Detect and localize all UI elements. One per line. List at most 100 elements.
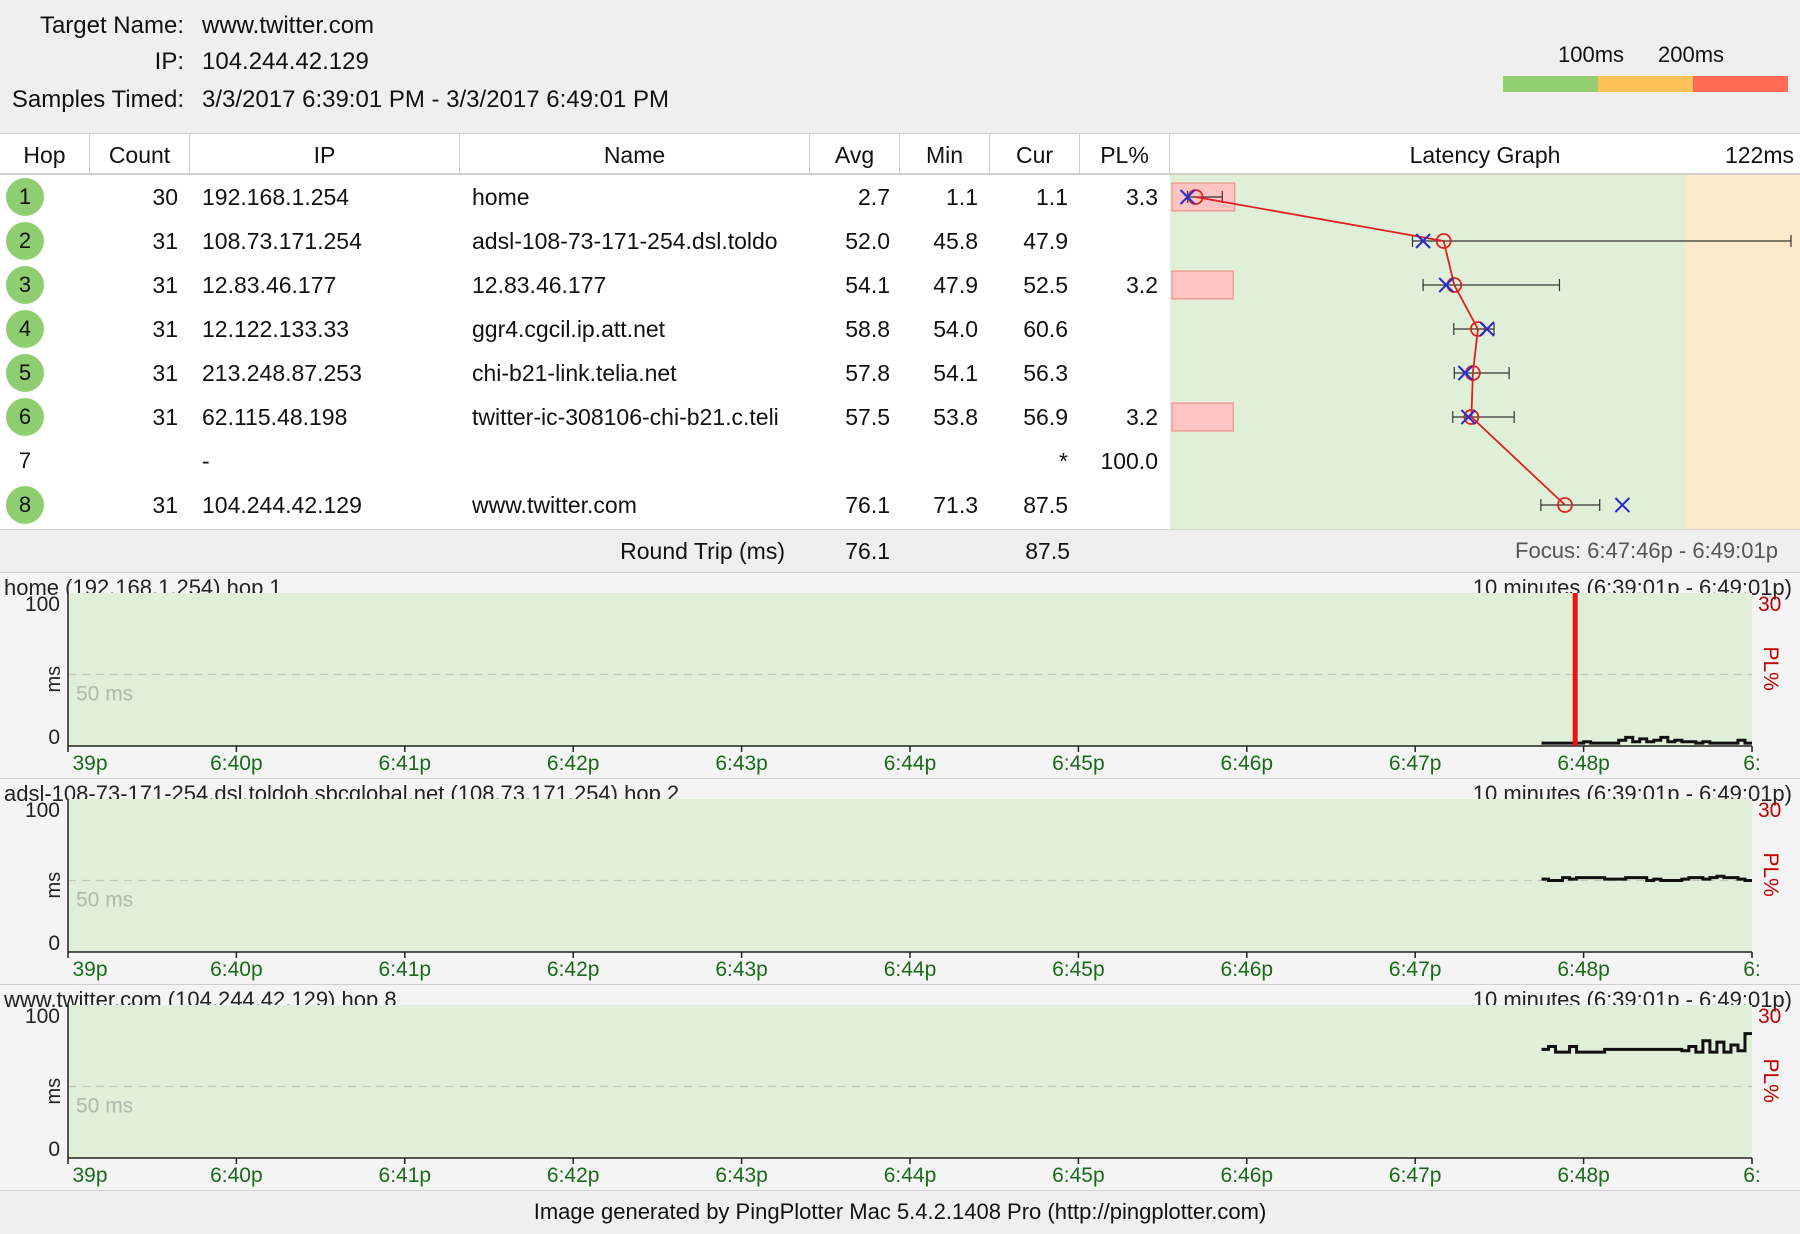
count-cell: 31 (152, 492, 178, 518)
column-header-name[interactable]: Name (460, 134, 810, 174)
summary-header: Target Name: www.twitter.com IP: 104.244… (0, 0, 1800, 133)
column-header-ip[interactable]: IP (190, 134, 460, 174)
avg-cell: 54.1 (845, 272, 890, 298)
cur-cell: 87.5 (1023, 492, 1068, 518)
cur-latency-marker (1457, 365, 1474, 381)
ip-cell: 62.115.48.198 (202, 404, 348, 430)
name-cell: twitter-ic-308106-chi-b21.c.teli (472, 404, 779, 430)
column-header-cur[interactable]: Cur (990, 134, 1080, 174)
latency-series-line (1541, 1032, 1752, 1054)
avg-cell: 57.8 (845, 360, 890, 386)
count-cell: 31 (152, 360, 178, 386)
x-tick-label: 6: (1743, 958, 1761, 981)
column-header-min[interactable]: Min (900, 134, 990, 174)
midline-label: 50 ms (76, 1095, 133, 1118)
x-tick-label: 6:41p (379, 1164, 432, 1187)
cur-cell: 56.3 (1023, 360, 1068, 386)
name-cell: chi-b21-link.telia.net (472, 360, 677, 386)
y-axis-label: ms (43, 872, 65, 899)
table-row[interactable]: 6 31 62.115.48.198 twitter-ic-308106-chi-b2… (0, 395, 1170, 439)
column-header-avg[interactable]: Avg (810, 134, 900, 174)
footer-credit: Image generated by PingPlotter Mac 5.4.2… (0, 1191, 1800, 1234)
x-tick-label: 6:45p (1052, 752, 1105, 775)
table-row[interactable]: 5 31 213.248.87.253 chi-b21-link.telia.net 5… (0, 351, 1170, 395)
y-axis-label: ms (43, 666, 65, 693)
cur-cell: 52.5 (1023, 272, 1068, 298)
avg-latency-point (1470, 321, 1486, 337)
table-row[interactable]: 4 31 12.122.133.33 ggr4.cgcil.ip.att.net 58.… (0, 307, 1170, 351)
ip-value: 104.244.42.129 (202, 48, 369, 75)
avg-latency-point (1435, 233, 1452, 249)
ip-cell: 12.122.133.33 (202, 316, 350, 342)
table-row[interactable]: 3 31 12.83.46.177 12.83.46.177 54.1 47.9 52.5 3… (0, 263, 1170, 307)
column-header-hop[interactable]: Hop (0, 134, 90, 174)
ip-label: IP: (154, 48, 184, 75)
legend-warn-segment (1598, 76, 1693, 92)
x-tick-label: 6:46p (1221, 958, 1274, 981)
cur-latency-marker (1438, 277, 1454, 293)
hop-time-graph[interactable]: www.twitter.com (104.244.42.129) hop 8 10… (0, 985, 1800, 1191)
x-tick-label: 6:44p (884, 752, 937, 775)
pl-max-label: 30 (1758, 593, 1781, 616)
table-row[interactable]: 2 31 108.73.171.254 adsl-108-73-171-254.dsl… (0, 219, 1170, 263)
pl-cell (1080, 219, 1158, 263)
x-tick-label: 6:45p (1052, 1164, 1105, 1187)
hop-time-graph[interactable]: adsl-108-73-171-254.dsl.toldoh.sbcglobal… (0, 779, 1800, 985)
legend-good-segment (1503, 76, 1598, 92)
round-trip-row: Round Trip (ms) 76.1 87.5 Focus: 6:47:46… (0, 529, 1800, 573)
table-row[interactable]: 1 30 192.168.1.254 home 2.7 1.1 1.1 3.3 (0, 175, 1170, 219)
latency-graph-max-label: 122ms (1724, 142, 1794, 168)
x-tick-label: 6: (1743, 752, 1761, 775)
hop-time-graph[interactable]: home (192.168.1.254) hop 1 10 minutes (6:… (0, 573, 1800, 779)
hop-number: 2 (6, 222, 44, 260)
x-tick-label: 6:47p (1389, 958, 1442, 981)
avg-cell: 52.0 (845, 228, 890, 254)
count-cell: 31 (152, 228, 178, 254)
latency-graph-title: Latency Graph (1409, 142, 1561, 168)
name-cell: www.twitter.com (472, 492, 637, 518)
y-tick-label: 0 (48, 1138, 60, 1161)
table-row[interactable]: 8 31 104.244.42.129 www.twitter.com 76.1 71.3… (0, 483, 1170, 527)
hop-number: 7 (18, 448, 32, 473)
time-graph-plot: 50 ms 100 0 ms 30 PL% 39p 6:40p 6:41p 6:42p 6:43p 6… (25, 799, 1782, 981)
x-tick-label: 6:42p (547, 752, 600, 775)
time-graph-plot: 50 ms 100 0 ms 30 PL% 39p 6:40p 6:41p 6:42p 6:43p 6… (25, 593, 1782, 775)
x-tick-label: 6:48p (1557, 958, 1610, 981)
target-name-label: Target Name: (39, 12, 184, 39)
x-tick-label: 6:42p (547, 958, 600, 981)
round-trip-avg: 76.1 (845, 538, 890, 564)
column-header-latency-graph[interactable]: Latency Graph 122ms (1170, 134, 1800, 174)
pl-max-label: 30 (1758, 1005, 1781, 1028)
trace-table-header: Hop Count IP Name Avg Min Cur PL% Latenc… (0, 133, 1800, 175)
table-row[interactable]: 7 - * 100.0 (0, 439, 1170, 483)
x-tick-label: 6:46p (1221, 752, 1274, 775)
x-tick-label: 6:45p (1052, 958, 1105, 981)
column-header-count[interactable]: Count (90, 134, 190, 174)
name-cell (472, 439, 802, 483)
x-tick-label: 6:41p (379, 958, 432, 981)
column-header-pl[interactable]: PL% (1080, 134, 1170, 174)
midline-label: 50 ms (76, 889, 133, 912)
pl-axis-label: PL% (1759, 1059, 1782, 1103)
min-cell: 45.8 (933, 228, 978, 254)
x-tick-label: 6:40p (210, 752, 263, 775)
x-tick-label: 39p (72, 752, 107, 775)
count-cell: 31 (152, 404, 178, 430)
x-tick-label: 6:47p (1389, 752, 1442, 775)
hop-number: 4 (6, 310, 44, 348)
ip-cell: 213.248.87.253 (202, 360, 362, 386)
latency-legend-bar (1503, 76, 1788, 92)
x-tick-label: 6:48p (1557, 1164, 1610, 1187)
latency-graph[interactable] (1170, 175, 1800, 529)
pl-axis-label: PL% (1759, 853, 1782, 897)
min-cell: 47.9 (933, 272, 978, 298)
cur-cell: 60.6 (1023, 316, 1068, 342)
avg-latency-line (1195, 196, 1566, 506)
plot-background (68, 799, 1752, 952)
avg-latency-point (1557, 497, 1573, 513)
legend-label-100: 100ms (1558, 42, 1625, 67)
focus-range: Focus: 6:47:46p - 6:49:01p (1515, 538, 1778, 563)
x-tick-label: 6:47p (1389, 1164, 1442, 1187)
y-axis-label: ms (43, 1078, 65, 1105)
y-tick-label: 100 (25, 1005, 60, 1028)
